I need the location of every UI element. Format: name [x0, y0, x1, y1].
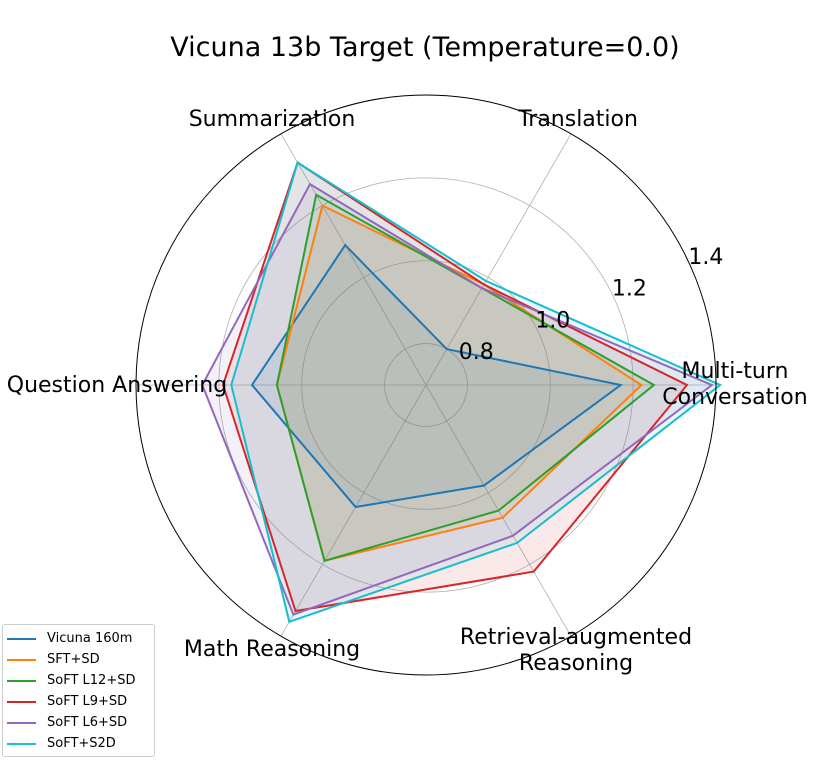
radial-tick-label: 1.2	[612, 277, 647, 302]
axis-label-multi-turn-conversation: Multi-turn Conversation	[662, 359, 807, 410]
legend-label: SoFT L9+SD	[47, 694, 128, 709]
radial-tick-label: 1.4	[688, 245, 723, 270]
grid-spoke	[425, 133, 572, 386]
legend-swatch	[7, 658, 36, 661]
legend-swatch	[7, 637, 36, 640]
grid-group	[136, 133, 716, 637]
legend-item-sft-sd: SFT+SD	[7, 649, 154, 670]
legend-label: SFT+SD	[47, 652, 100, 667]
legend-item-soft-s2d: SoFT+S2D	[7, 733, 154, 754]
series-line-vicuna-160m	[250, 243, 624, 509]
legend-swatch	[7, 700, 36, 703]
series-line-soft-l12-sd	[275, 193, 656, 563]
legend-item-vicuna-160m: Vicuna 160m	[7, 628, 154, 649]
legend-label: SoFT L6+SD	[47, 715, 128, 730]
series-line-soft-l6-sd	[201, 182, 714, 616]
series-fill-soft-s2d	[231, 162, 721, 622]
series-line-soft-s2d	[230, 161, 723, 624]
grid-spoke	[280, 133, 427, 386]
series-fill-soft-l12-sd	[276, 194, 654, 561]
chart-title: Vicuna 13b Target (Temperature=0.0)	[170, 32, 679, 63]
legend-item-soft-l9-sd: SoFT L9+SD	[7, 691, 154, 712]
series-fill-soft-l6-sd	[202, 184, 712, 615]
legend-item-soft-l12-sd: SoFT L12+SD	[7, 670, 154, 691]
axis-label-retrieval-augmented-reasoning: Retrieval-augmented Reasoning	[460, 625, 692, 676]
legend-item-soft-l6-sd: SoFT L6+SD	[7, 712, 154, 733]
legend-label: Vicuna 160m	[47, 631, 133, 646]
series-group	[201, 161, 723, 624]
legend-swatch	[7, 742, 36, 745]
legend-label: SoFT+S2D	[47, 736, 116, 751]
series-fill-vicuna-160m	[252, 245, 621, 507]
legend-label: SoFT L12+SD	[47, 673, 136, 688]
axis-label-question-answering: Question Answering	[7, 373, 227, 398]
polar-frame	[135, 94, 717, 676]
axis-label-math-reasoning: Math Reasoning	[184, 637, 360, 662]
series-fill-soft-l9-sd	[223, 162, 687, 611]
grid-spoke	[280, 384, 427, 637]
radial-tick-label: 1.0	[535, 308, 570, 333]
legend-swatch	[7, 721, 36, 724]
axis-label-summarization: Summarization	[189, 107, 356, 132]
legend-swatch	[7, 679, 36, 682]
radial-tick-label: 0.8	[459, 340, 494, 365]
legend: Vicuna 160m SFT+SD SoFT L12+SD SoFT L9+SD So…	[2, 624, 155, 757]
axis-label-translation: Translation	[517, 107, 638, 132]
